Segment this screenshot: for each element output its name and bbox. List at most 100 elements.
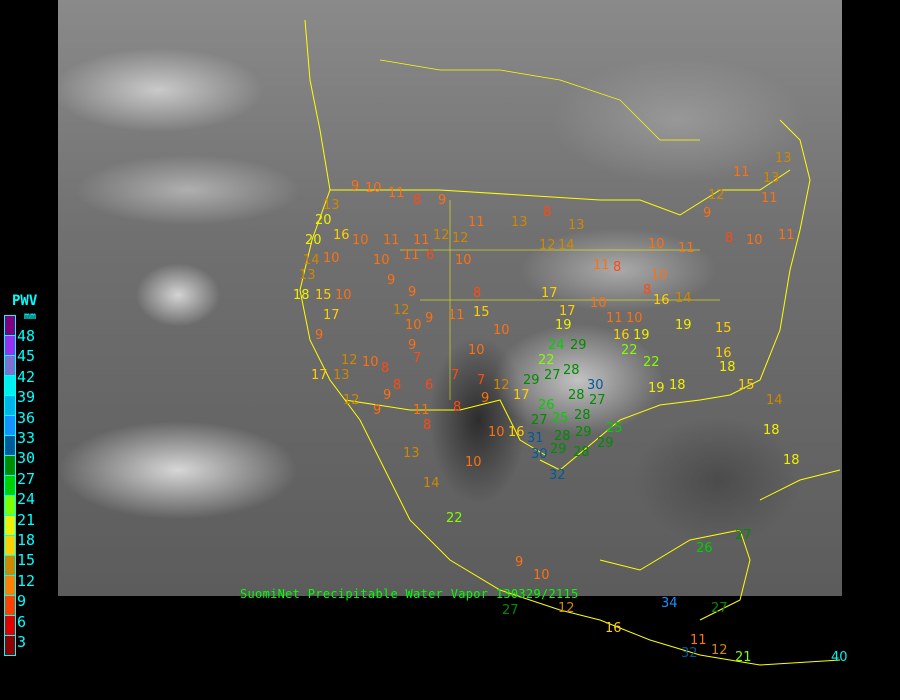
- station-pwv-value: 11: [778, 228, 795, 243]
- station-pwv-value: 10: [373, 253, 390, 268]
- station-pwv-value: 9: [315, 328, 324, 343]
- station-pwv-value: 11: [593, 258, 610, 273]
- legend-label: 36: [17, 408, 36, 427]
- station-pwv-value: 28: [573, 445, 590, 460]
- legend-label: 27: [17, 469, 36, 488]
- station-pwv-value: 28: [568, 388, 585, 403]
- station-pwv-value: 9: [438, 193, 447, 208]
- station-pwv-value: 34: [661, 596, 678, 611]
- station-pwv-value: 10: [352, 233, 369, 248]
- station-pwv-value: 12: [708, 188, 725, 203]
- station-pwv-value: 29: [550, 442, 567, 457]
- station-pwv-value: 22: [446, 511, 463, 526]
- legend-swatch: [4, 376, 16, 396]
- station-pwv-value: 10: [455, 253, 472, 268]
- station-pwv-value: 32: [681, 646, 698, 661]
- station-pwv-value: 13: [511, 215, 528, 230]
- legend-swatch: [4, 636, 16, 656]
- legend-swatch: [4, 396, 16, 416]
- station-pwv-value: 8: [393, 378, 402, 393]
- station-pwv-value: 18: [783, 453, 800, 468]
- station-pwv-value: 12: [433, 228, 450, 243]
- station-pwv-value: 13: [775, 151, 792, 166]
- station-pwv-value: 22: [643, 355, 660, 370]
- station-pwv-value: 32: [549, 468, 566, 483]
- station-pwv-value: 10: [493, 323, 510, 338]
- station-pwv-value: 8: [473, 286, 482, 301]
- legend-swatch: [4, 336, 16, 356]
- legend-label: 33: [17, 429, 36, 447]
- station-pwv-value: 13: [323, 198, 340, 213]
- legend-label: 15: [17, 551, 36, 570]
- station-pwv-value: 17: [559, 304, 576, 319]
- legend-label: 48: [17, 327, 36, 345]
- station-pwv-value: 8: [643, 283, 652, 298]
- station-pwv-value: 17: [323, 308, 340, 323]
- station-pwv-value: 18: [763, 423, 780, 438]
- station-pwv-value: 7: [413, 351, 422, 366]
- station-pwv-value: 8: [413, 193, 422, 208]
- station-pwv-value: 11: [678, 241, 695, 256]
- station-pwv-value: 10: [651, 268, 668, 283]
- station-pwv-value: 29: [570, 338, 587, 353]
- station-pwv-value: 27: [735, 528, 752, 543]
- station-pwv-value: 11: [413, 403, 430, 418]
- station-pwv-value: 26: [538, 398, 555, 413]
- station-pwv-value: 10: [335, 288, 352, 303]
- station-pwv-value: 12: [539, 238, 556, 253]
- station-pwv-value: 12: [711, 643, 728, 658]
- station-pwv-value: 27: [589, 393, 606, 408]
- station-pwv-value: 22: [538, 353, 555, 368]
- station-pwv-value: 10: [590, 296, 607, 311]
- station-pwv-value: 28: [574, 408, 591, 423]
- station-pwv-value: 12: [493, 378, 510, 393]
- station-pwv-value: 27: [502, 603, 519, 618]
- station-pwv-value: 16: [333, 228, 350, 243]
- station-pwv-value: 13: [763, 171, 780, 186]
- station-pwv-value: 17: [513, 388, 530, 403]
- station-pwv-value: 12: [343, 393, 360, 408]
- station-pwv-value: 20: [315, 213, 332, 228]
- station-pwv-value: 10: [323, 251, 340, 266]
- station-pwv-value: 7: [451, 368, 460, 383]
- station-pwv-value: 9: [425, 311, 434, 326]
- station-pwv-value: 9: [515, 555, 524, 570]
- legend-title: PWV: [12, 293, 38, 309]
- station-pwv-value: 10: [746, 233, 763, 248]
- station-pwv-value: 11: [448, 308, 465, 323]
- pwv-color-scale: [4, 315, 16, 656]
- station-pwv-value: 19: [675, 318, 692, 333]
- legend-swatch: [4, 356, 16, 376]
- legend-unit: mm: [24, 311, 37, 322]
- station-pwv-value: 9: [373, 403, 382, 418]
- station-pwv-value: 19: [633, 328, 650, 343]
- station-pwv-value: 10: [365, 181, 382, 196]
- legend-swatch: [4, 596, 16, 616]
- station-pwv-value: 15: [715, 321, 732, 336]
- station-pwv-value: 21: [735, 650, 752, 665]
- station-pwv-value: 9: [481, 391, 490, 406]
- station-pwv-value: 12: [341, 353, 358, 368]
- station-pwv-value: 17: [311, 368, 328, 383]
- station-pwv-value: 6: [425, 378, 434, 393]
- station-pwv-value: 16: [605, 621, 622, 636]
- legend-swatch: [4, 516, 16, 536]
- station-pwv-value: 10: [362, 355, 379, 370]
- station-pwv-value: 16: [613, 328, 630, 343]
- legend-swatch: [4, 315, 16, 336]
- station-pwv-value: 18: [669, 378, 686, 393]
- station-pwv-value: 17: [541, 286, 558, 301]
- station-pwv-value: 16: [508, 425, 525, 440]
- station-pwv-value: 8: [543, 205, 552, 220]
- legend-swatch: [4, 416, 16, 436]
- station-pwv-value: 27: [531, 413, 548, 428]
- station-pwv-value: 10: [626, 311, 643, 326]
- station-pwv-value: 15: [315, 288, 332, 303]
- station-pwv-value: 11: [468, 215, 485, 230]
- station-pwv-value: 15: [738, 378, 755, 393]
- station-pwv-value: 11: [606, 311, 623, 326]
- station-pwv-value: 11: [403, 248, 420, 263]
- station-pwv-value: 12: [393, 303, 410, 318]
- legend-label: 12: [17, 571, 36, 590]
- station-pwv-value: 18: [293, 288, 310, 303]
